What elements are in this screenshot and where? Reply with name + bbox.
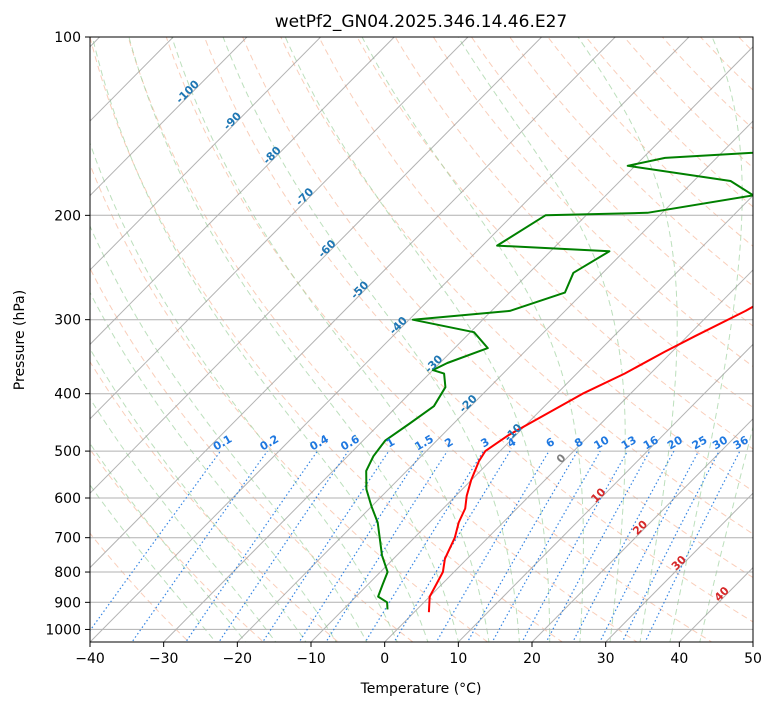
x-tick-label: 20	[523, 651, 541, 667]
isotherm-line	[90, 37, 616, 569]
y-tick-label: 800	[54, 565, 81, 581]
moist-adiabat	[90, 224, 368, 642]
moist-adiabat	[577, 37, 678, 642]
mixing-ratio-line	[621, 450, 720, 642]
background-lines	[90, 24, 775, 654]
x-tick-label: −40	[75, 651, 105, 667]
profile-lines	[365, 151, 753, 613]
dewpoint-profile	[365, 151, 753, 610]
mixing-ratio-line	[218, 450, 349, 642]
isotherm-line	[604, 492, 753, 642]
isotherm-line	[236, 120, 753, 642]
isotherm-line	[531, 418, 753, 642]
mixing-ratio-line	[644, 450, 741, 642]
mixing-ratio-line	[491, 450, 601, 642]
mixing-ratio-line	[131, 450, 268, 642]
y-tick-label: 700	[54, 531, 81, 547]
dry-adiabat	[470, 37, 753, 327]
x-tick-label: −30	[149, 651, 179, 667]
dry-adiabat	[90, 448, 265, 642]
x-tick-label: 50	[744, 651, 762, 667]
dry-adiabat	[280, 37, 753, 535]
dry-adiabat	[90, 37, 564, 642]
moist-adiabat	[361, 37, 584, 642]
mixing-ratio-line	[298, 450, 424, 642]
isotherm-line	[90, 37, 543, 494]
dry-adiabat	[203, 37, 753, 623]
plot-frame	[89, 36, 754, 643]
isotherm-line	[90, 37, 395, 346]
y-tick-label: 1000	[45, 622, 81, 638]
moist-adiabat	[128, 37, 459, 642]
y-tick-label: 300	[54, 313, 81, 329]
isotherm-line	[162, 46, 753, 642]
y-tick-label: 600	[54, 491, 81, 507]
mixing-ratio-line	[185, 450, 318, 642]
y-axis-label: Pressure (hPa)	[12, 290, 28, 390]
moist-adiabat	[90, 442, 247, 642]
x-tick-label: −10	[296, 651, 326, 667]
y-tick-label: 900	[54, 595, 81, 611]
moist-adiabat	[90, 347, 307, 642]
dry-adiabat	[432, 37, 753, 368]
mixing-ratio-line	[466, 450, 579, 642]
temperature-profile	[427, 305, 753, 613]
mixing-ratio-line	[262, 450, 390, 642]
moist-adiabat	[90, 141, 398, 642]
moist-adiabat	[457, 37, 626, 642]
x-axis: −40 −30 −20 −10 0 10 20 30 40 50	[75, 642, 762, 667]
dry-adiabat	[165, 37, 713, 642]
x-tick-label: 0	[380, 651, 389, 667]
dry-adiabat	[90, 532, 190, 642]
moist-adiabat	[669, 37, 743, 642]
moist-adiabat	[90, 397, 277, 642]
mixing-ratio-line	[90, 450, 221, 632]
dry-adiabat	[623, 37, 753, 169]
x-tick-label: 10	[449, 651, 467, 667]
mixing-ratio-line	[435, 450, 550, 642]
isotherm-line	[90, 37, 322, 271]
y-tick-label: 100	[54, 30, 81, 46]
x-axis-label: Temperature (°C)	[360, 681, 482, 697]
mixing-ratio-line	[393, 450, 511, 642]
x-tick-label: 40	[670, 651, 688, 667]
dry-adiabat	[90, 267, 414, 642]
chart-title: wetPf2_GN04.2025.346.14.46.E27	[275, 12, 567, 32]
y-axis: 1000 900 800 700 600 500 400 300 200 100	[45, 30, 90, 638]
dry-adiabat	[394, 37, 753, 409]
y-tick-label: 500	[54, 444, 81, 460]
dry-adiabat	[318, 37, 753, 492]
plot-area	[90, 37, 753, 642]
x-tick-label: −20	[223, 651, 253, 667]
moist-adiabat	[91, 37, 429, 642]
moist-adiabat	[222, 37, 520, 642]
moist-adiabat	[171, 37, 490, 642]
isotherm-line	[457, 343, 753, 642]
dry-adiabat	[356, 37, 753, 450]
isotherm-line	[310, 194, 753, 642]
isotherm-line	[90, 37, 469, 420]
dry-adiabat	[127, 37, 638, 642]
x-tick-label: 30	[597, 651, 615, 667]
y-tick-label: 200	[54, 208, 81, 224]
dry-adiabat	[90, 163, 489, 642]
moist-adiabat	[284, 37, 551, 642]
dry-adiabat	[764, 24, 775, 654]
isotherm-line	[383, 269, 753, 642]
dry-adiabat	[585, 37, 753, 208]
dry-adiabat	[242, 37, 753, 579]
isotherm-line	[90, 37, 248, 197]
y-tick-label: 400	[54, 387, 81, 403]
isotherm-line	[90, 37, 690, 642]
mixing-ratio-line	[521, 450, 629, 642]
